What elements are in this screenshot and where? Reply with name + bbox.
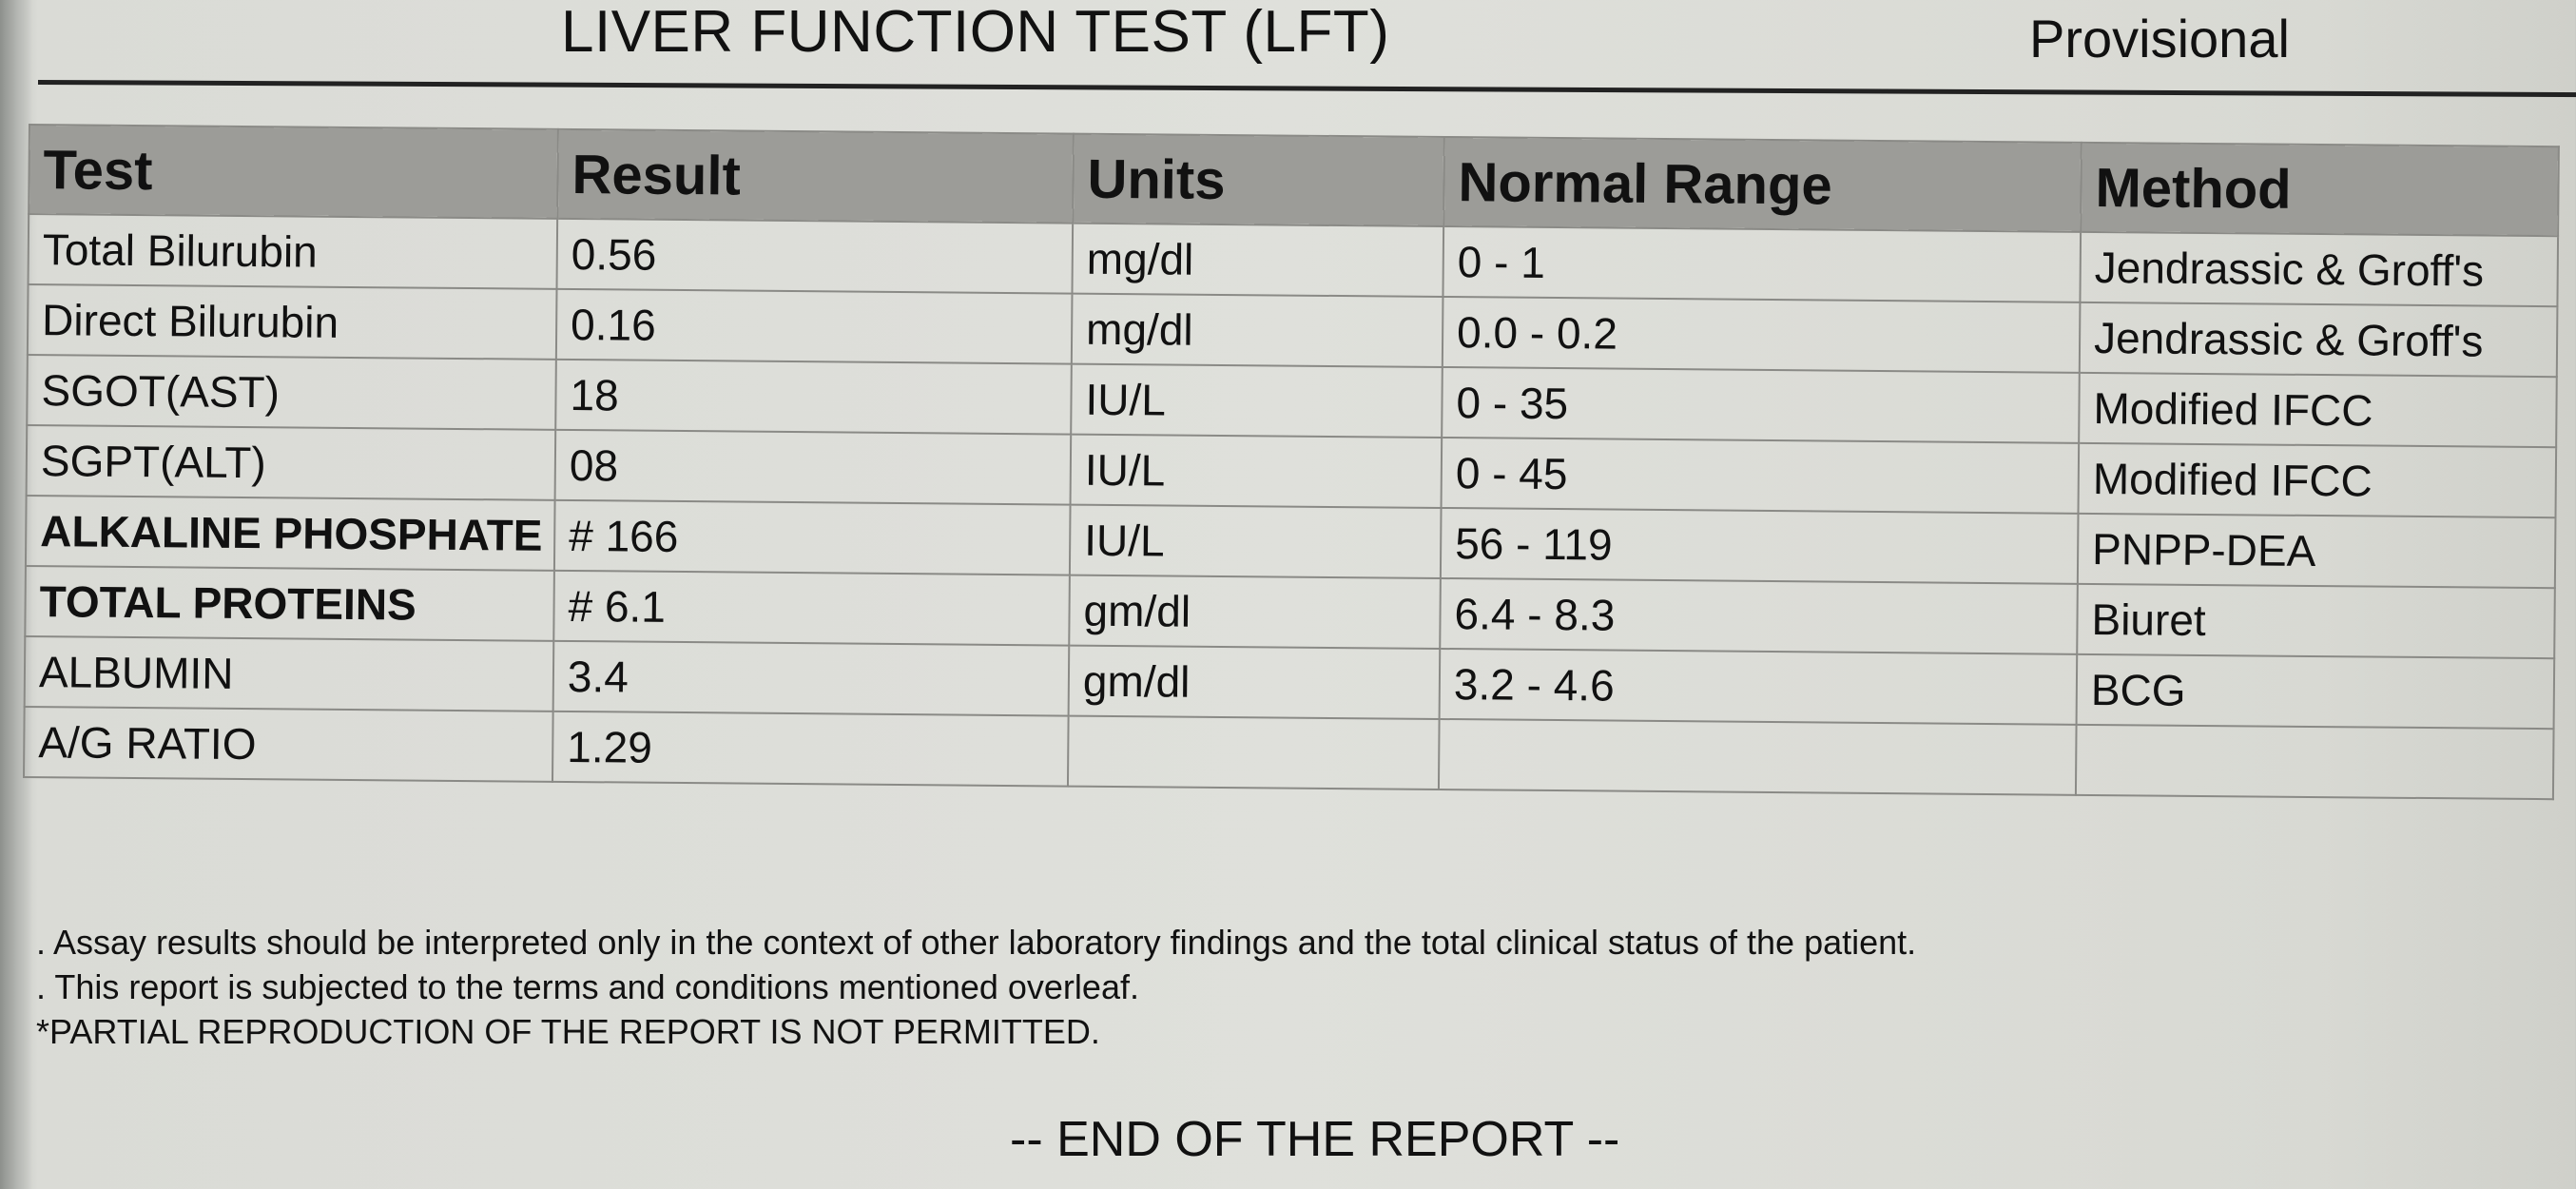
- report-status: Provisional: [2029, 9, 2290, 68]
- test-normal-range: 0 - 1: [1443, 225, 2082, 302]
- header-method: Method: [2081, 142, 2559, 237]
- test-name: A/G RATIO: [24, 706, 553, 782]
- report-notes: . Assay results should be interpreted on…: [36, 920, 1916, 1054]
- test-units: mg/dl: [1071, 293, 1443, 367]
- test-method: Modified IFCC: [2078, 442, 2557, 518]
- test-method: Jendrassic & Groff's: [2079, 302, 2558, 378]
- test-units: gm/dl: [1068, 645, 1441, 719]
- test-result: # 166: [553, 499, 1071, 575]
- test-name: Direct Bilurubin: [27, 284, 557, 360]
- test-normal-range: 0 - 45: [1441, 437, 2080, 514]
- test-units: gm/dl: [1069, 575, 1441, 649]
- header-normal-range: Normal Range: [1443, 136, 2082, 232]
- test-result: 3.4: [552, 640, 1070, 716]
- test-units: IU/L: [1069, 504, 1442, 578]
- test-units: mg/dl: [1072, 223, 1444, 297]
- header-result: Result: [557, 128, 1074, 224]
- title-divider: [37, 80, 2576, 98]
- lft-results-table: Test Result Units Normal Range Method To…: [23, 124, 2560, 800]
- test-normal-range: [1438, 718, 2077, 795]
- test-name: ALKALINE PHOSPHATE: [25, 495, 555, 571]
- test-method: PNPP-DEA: [2077, 513, 2556, 589]
- note-reproduction: *PARTIAL REPRODUCTION OF THE REPORT IS N…: [36, 1012, 1100, 1051]
- test-result: 18: [555, 359, 1072, 435]
- end-of-report: -- END OF THE REPORT --: [1010, 1112, 1620, 1167]
- test-name: ALBUMIN: [24, 635, 554, 711]
- test-units: IU/L: [1070, 434, 1443, 508]
- test-result: # 6.1: [553, 570, 1070, 646]
- test-name: Total Bilurubin: [28, 214, 558, 289]
- test-result: 0.56: [556, 218, 1074, 294]
- test-normal-range: 0.0 - 0.2: [1442, 296, 2081, 373]
- test-result: 1.29: [552, 711, 1069, 787]
- test-units: IU/L: [1071, 363, 1443, 438]
- header-units: Units: [1073, 133, 1444, 226]
- report-title: LIVER FUNCTION TEST (LFT): [561, 0, 1390, 65]
- test-method: Modified IFCC: [2079, 372, 2557, 448]
- test-method: [2075, 724, 2554, 800]
- test-method: Biuret: [2077, 583, 2555, 659]
- test-name: SGPT(ALT): [26, 424, 556, 500]
- test-result: 0.16: [555, 288, 1073, 364]
- test-method: Jendrassic & Groff's: [2080, 231, 2559, 307]
- note-interpretation: . Assay results should be interpreted on…: [36, 923, 1917, 962]
- test-name: SGOT(AST): [27, 354, 556, 430]
- test-units: [1067, 715, 1440, 789]
- note-terms: . This report is subjected to the terms …: [36, 967, 1139, 1006]
- test-normal-range: 6.4 - 8.3: [1440, 577, 2078, 654]
- test-result: 08: [554, 429, 1072, 505]
- test-normal-range: 0 - 35: [1442, 366, 2080, 443]
- header-test: Test: [29, 125, 558, 219]
- test-name: TOTAL PROTEINS: [25, 565, 554, 641]
- test-normal-range: 56 - 119: [1440, 507, 2079, 584]
- page-edge-shadow: [0, 0, 32, 1189]
- test-method: BCG: [2076, 653, 2555, 730]
- test-normal-range: 3.2 - 4.6: [1439, 648, 2078, 725]
